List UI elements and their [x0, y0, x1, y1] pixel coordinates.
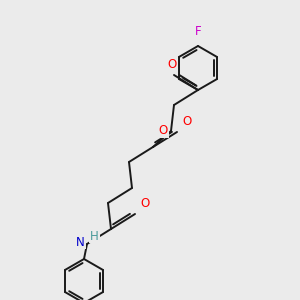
Text: O: O — [167, 58, 177, 71]
Text: H: H — [90, 230, 99, 242]
Text: N: N — [76, 236, 85, 248]
Text: O: O — [182, 115, 191, 128]
Text: O: O — [140, 197, 149, 210]
Text: F: F — [195, 25, 201, 38]
Text: O: O — [158, 124, 168, 137]
